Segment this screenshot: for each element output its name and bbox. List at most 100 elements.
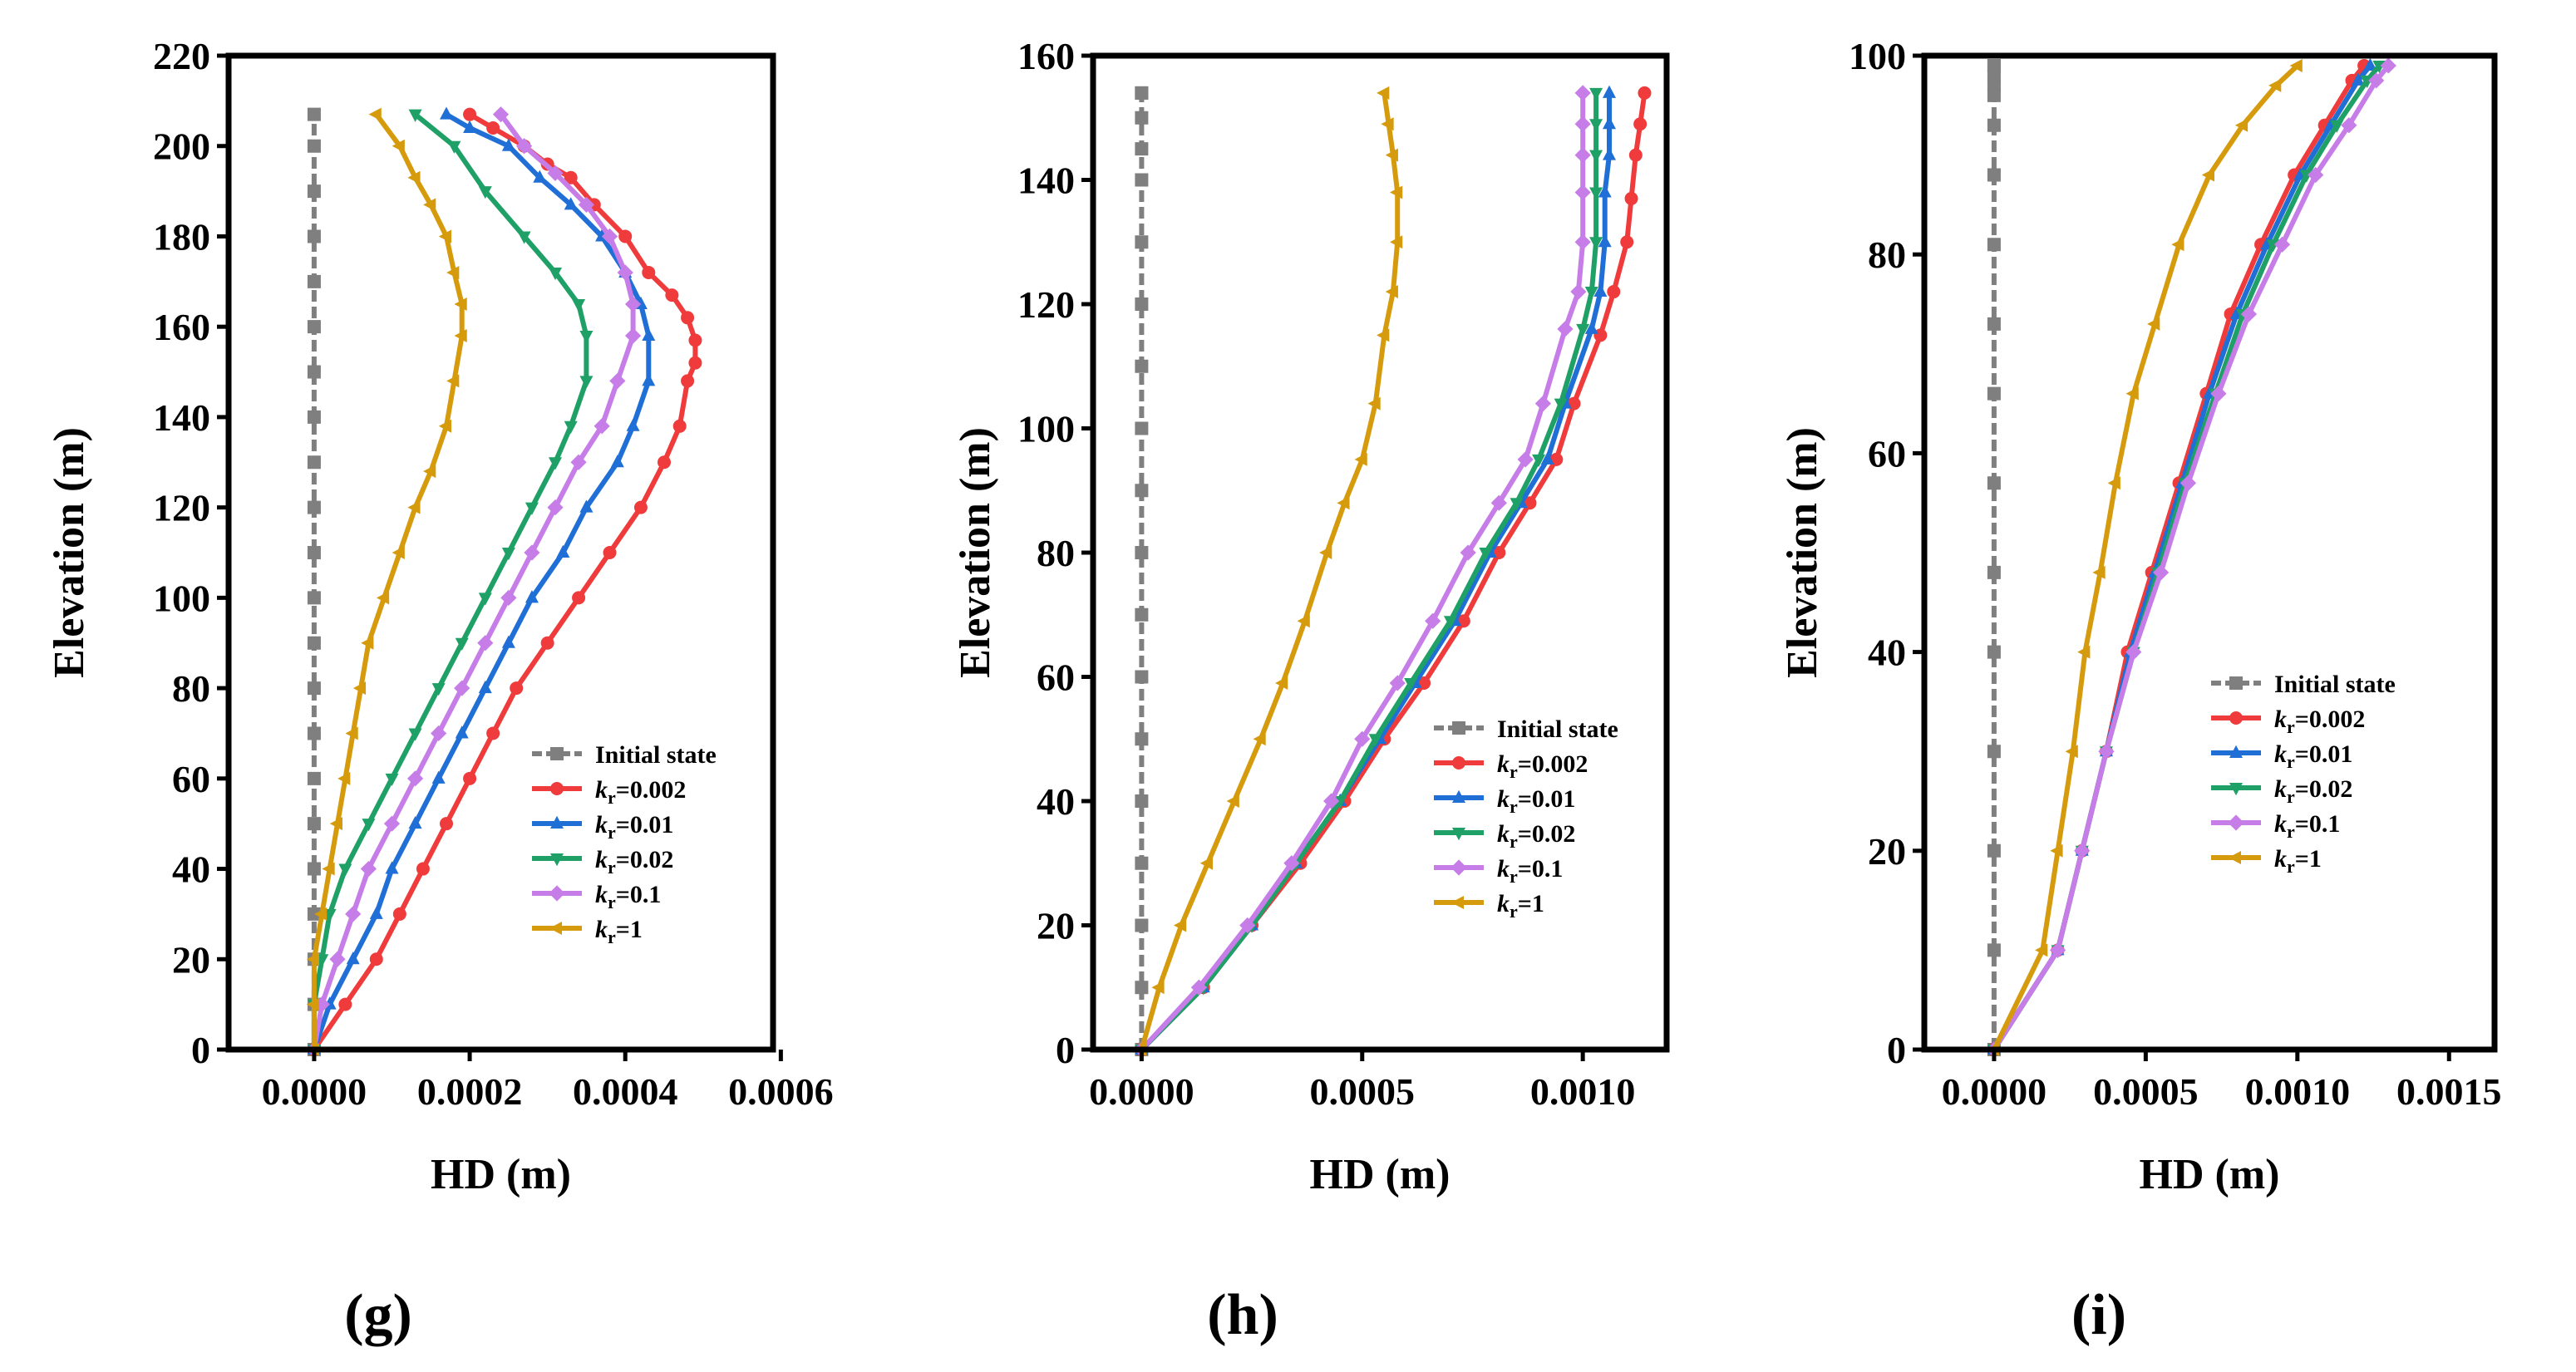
data-point [431, 683, 446, 696]
data-point [1510, 498, 1524, 511]
data-point [1135, 981, 1149, 995]
data-point [1190, 979, 1207, 996]
data-point [307, 410, 321, 424]
y-tick-label: 40 [1037, 780, 1075, 823]
series-kr=0.002 [307, 107, 702, 1056]
data-point [2049, 942, 2066, 958]
legend-label: kr=0.002 [595, 776, 686, 808]
data-point [416, 862, 430, 876]
data-point [1554, 398, 1568, 411]
y-tick-label: 80 [1037, 532, 1075, 574]
data-point [1633, 117, 1648, 131]
legend-item: kr=0.02 [2211, 775, 2352, 807]
data-point [579, 331, 594, 344]
data-point [1226, 794, 1239, 808]
y-tick-label: 220 [153, 35, 210, 77]
data-point [624, 296, 642, 312]
legend-swatch-marker [1452, 789, 1465, 803]
data-point [1598, 234, 1612, 248]
data-point [1593, 283, 1608, 298]
data-point [1987, 745, 2001, 759]
data-point [440, 106, 453, 120]
data-point [454, 329, 467, 343]
data-point [1253, 732, 1266, 746]
data-point [2268, 78, 2282, 92]
data-point [368, 107, 382, 121]
data-point [383, 815, 401, 832]
legend-item: Initial state [2211, 671, 2396, 698]
data-point [423, 198, 436, 212]
data-point [1389, 675, 1406, 691]
y-axis-title: Elevation (m) [1779, 427, 1826, 678]
data-point [2074, 843, 2091, 859]
data-point [1574, 234, 1591, 250]
data-point [556, 544, 570, 558]
legend-item: kr=0.02 [532, 846, 673, 878]
y-tick-label: 160 [153, 306, 210, 348]
data-point [1574, 147, 1591, 164]
legend-label: Initial state [1497, 716, 1618, 743]
y-tick-label: 0 [1887, 1029, 1906, 1071]
data-point [478, 593, 492, 606]
legend-swatch-marker [1452, 756, 1465, 770]
data-point [307, 726, 321, 740]
data-point [1589, 119, 1603, 132]
data-point [2368, 72, 2385, 89]
data-point [307, 500, 321, 514]
data-point [564, 197, 578, 210]
data-point [1534, 396, 1551, 412]
data-point [1638, 86, 1652, 100]
data-point [1987, 565, 2001, 579]
data-point [2153, 564, 2170, 581]
data-point [1135, 918, 1149, 932]
data-point [1377, 86, 1390, 100]
data-point [431, 725, 447, 742]
data-point [2077, 645, 2091, 659]
data-point [2065, 745, 2078, 759]
series-kr=0.002 [1135, 86, 1652, 1056]
data-point [1135, 421, 1149, 435]
data-point [2273, 236, 2291, 253]
data-point [1199, 856, 1213, 870]
data-point [431, 770, 446, 784]
data-point [306, 997, 319, 1011]
legend-label: kr=0.1 [595, 881, 661, 912]
data-point [1479, 548, 1493, 561]
data-point [642, 373, 656, 386]
legend-label: kr=0.002 [1497, 750, 1588, 782]
series-kr=1 [1986, 58, 2303, 1056]
data-point [346, 952, 360, 965]
data-point [307, 139, 321, 153]
data-point [307, 365, 321, 379]
series-kr=0.002 [1987, 58, 2372, 1056]
y-tick-label: 60 [1868, 432, 1906, 475]
data-point [1584, 321, 1598, 334]
data-point [345, 906, 362, 922]
legend-swatch-marker [1451, 859, 1467, 876]
data-point [477, 635, 494, 652]
data-point [570, 454, 587, 470]
legend-label: kr=0.01 [1497, 785, 1575, 817]
y-tick-label: 40 [172, 848, 210, 891]
data-point [1589, 87, 1603, 101]
data-point [2171, 238, 2184, 252]
data-point [385, 773, 399, 787]
series-kr=0.1 [1133, 85, 1591, 1058]
data-point [1584, 287, 1598, 300]
data-point [594, 418, 610, 435]
y-tick-label: 180 [153, 215, 210, 258]
data-point [1987, 58, 2001, 72]
x-tick-label: 0.0005 [1310, 1070, 1416, 1113]
data-point [1319, 546, 1332, 559]
legend-label: kr=0.02 [1497, 820, 1575, 852]
x-tick-label: 0.0000 [262, 1070, 367, 1113]
data-point [547, 165, 564, 181]
data-point [307, 184, 321, 199]
data-point [658, 455, 671, 470]
data-point [307, 681, 321, 696]
data-point [681, 374, 695, 388]
data-point [1589, 150, 1603, 163]
data-point [338, 997, 352, 1011]
data-point [1135, 546, 1149, 559]
data-point [1135, 142, 1149, 156]
